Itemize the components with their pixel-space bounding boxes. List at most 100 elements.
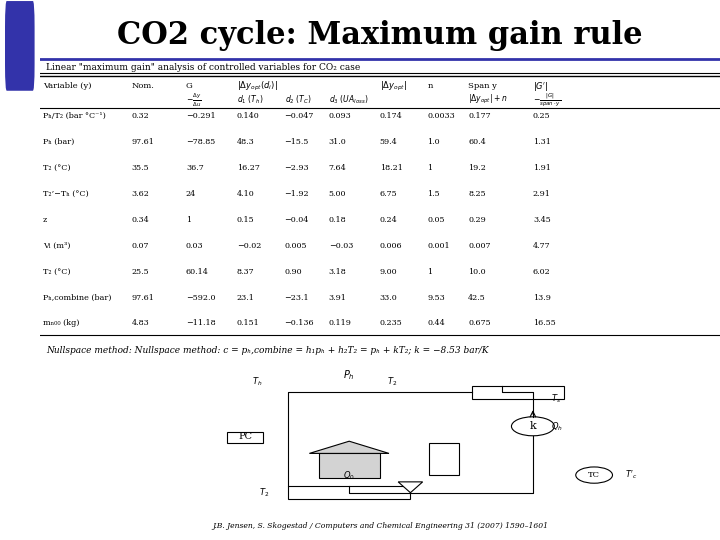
Text: T₂ (°C): T₂ (°C) bbox=[43, 268, 71, 275]
Text: 6.02: 6.02 bbox=[533, 268, 551, 275]
Text: $T_h$: $T_h$ bbox=[252, 376, 263, 388]
Text: 0.093: 0.093 bbox=[329, 112, 351, 120]
Text: 2.91: 2.91 bbox=[533, 190, 551, 198]
Text: 0.18: 0.18 bbox=[329, 216, 346, 224]
Text: 1.91: 1.91 bbox=[533, 164, 551, 172]
Text: n: n bbox=[428, 83, 433, 90]
Text: 0.90: 0.90 bbox=[284, 268, 302, 275]
Text: −1.92: −1.92 bbox=[284, 190, 309, 198]
Text: 0.44: 0.44 bbox=[428, 320, 445, 327]
Text: Pₕ/T₂ (bar °C⁻¹): Pₕ/T₂ (bar °C⁻¹) bbox=[43, 112, 106, 120]
Text: 0.34: 0.34 bbox=[132, 216, 149, 224]
Polygon shape bbox=[398, 482, 423, 492]
Text: 0.675: 0.675 bbox=[468, 320, 491, 327]
Text: 3.18: 3.18 bbox=[329, 268, 346, 275]
Text: $P_h$: $P_h$ bbox=[343, 368, 355, 382]
Text: 0.235: 0.235 bbox=[380, 320, 402, 327]
Text: 0.05: 0.05 bbox=[428, 216, 445, 224]
Polygon shape bbox=[310, 441, 389, 454]
Text: 42.5: 42.5 bbox=[468, 294, 486, 301]
Text: 0.001: 0.001 bbox=[428, 242, 450, 249]
Text: 8.37: 8.37 bbox=[237, 268, 255, 275]
Text: 0.174: 0.174 bbox=[380, 112, 402, 120]
Text: Nullspace method: Nullspace method: c = pₕ,combine = h₁pₕ + h₂T₂ = pₕ + kT₂; k =: Nullspace method: Nullspace method: c = … bbox=[46, 346, 489, 355]
Text: 3.91: 3.91 bbox=[329, 294, 346, 301]
Text: 4.77: 4.77 bbox=[533, 242, 551, 249]
Text: $|G'|$: $|G'|$ bbox=[533, 80, 549, 93]
Text: 0.140: 0.140 bbox=[237, 112, 260, 120]
Text: −0.03: −0.03 bbox=[329, 242, 353, 249]
Text: −592.0: −592.0 bbox=[186, 294, 215, 301]
Text: −2.93: −2.93 bbox=[284, 164, 309, 172]
Text: $|\Delta y_{opt}|+n$: $|\Delta y_{opt}|+n$ bbox=[468, 93, 508, 106]
Text: 0.006: 0.006 bbox=[380, 242, 402, 249]
Bar bbox=[472, 386, 564, 399]
Text: $Q_0$: $Q_0$ bbox=[343, 469, 355, 482]
Text: 60.4: 60.4 bbox=[468, 138, 486, 146]
Text: Vₗ (m³): Vₗ (m³) bbox=[43, 242, 71, 249]
Text: −11.18: −11.18 bbox=[186, 320, 215, 327]
Text: 0.0033: 0.0033 bbox=[428, 112, 455, 120]
Text: $T_2$: $T_2$ bbox=[387, 376, 397, 388]
Text: CO2 cycle: Maximum gain rule: CO2 cycle: Maximum gain rule bbox=[117, 19, 643, 51]
Text: 3.62: 3.62 bbox=[132, 190, 149, 198]
Text: Nom.: Nom. bbox=[132, 83, 154, 90]
Text: 0.32: 0.32 bbox=[132, 112, 149, 120]
Text: 1.31: 1.31 bbox=[533, 138, 551, 146]
Text: T₂ (°C): T₂ (°C) bbox=[43, 164, 71, 172]
Text: 4.83: 4.83 bbox=[132, 320, 149, 327]
Text: 1: 1 bbox=[186, 216, 191, 224]
Text: G: G bbox=[186, 83, 193, 90]
Text: 0.005: 0.005 bbox=[284, 242, 307, 249]
Text: 13.9: 13.9 bbox=[533, 294, 551, 301]
Text: 29: 29 bbox=[6, 509, 33, 528]
Text: 59.4: 59.4 bbox=[380, 138, 397, 146]
Text: −0.04: −0.04 bbox=[284, 216, 309, 224]
Text: −15.5: −15.5 bbox=[284, 138, 309, 146]
Text: 97.61: 97.61 bbox=[132, 138, 154, 146]
Text: 0.29: 0.29 bbox=[468, 216, 486, 224]
Text: 48.3: 48.3 bbox=[237, 138, 255, 146]
Bar bbox=[288, 486, 410, 500]
Text: 60.14: 60.14 bbox=[186, 268, 209, 275]
Text: 0.119: 0.119 bbox=[329, 320, 351, 327]
Text: 9.00: 9.00 bbox=[380, 268, 397, 275]
Text: $Q_h$: $Q_h$ bbox=[552, 420, 563, 433]
Text: Pₕ (bar): Pₕ (bar) bbox=[43, 138, 74, 146]
Text: 35.5: 35.5 bbox=[132, 164, 149, 172]
Text: −0.02: −0.02 bbox=[237, 242, 261, 249]
Text: $|\Delta y_{opt}|$: $|\Delta y_{opt}|$ bbox=[380, 80, 407, 93]
Text: $T_2$: $T_2$ bbox=[259, 487, 269, 499]
Text: 0.177: 0.177 bbox=[468, 112, 491, 120]
Text: 5.00: 5.00 bbox=[329, 190, 346, 198]
Text: 23.1: 23.1 bbox=[237, 294, 255, 301]
Text: 31.0: 31.0 bbox=[329, 138, 346, 146]
Text: 97.61: 97.61 bbox=[132, 294, 154, 301]
FancyBboxPatch shape bbox=[4, 0, 36, 92]
Bar bbox=[429, 443, 459, 475]
Bar bbox=[227, 431, 264, 443]
Text: 19.2: 19.2 bbox=[468, 164, 486, 172]
Text: k: k bbox=[529, 421, 536, 431]
Text: $-\frac{\Delta y}{\Delta u}$: $-\frac{\Delta y}{\Delta u}$ bbox=[186, 91, 202, 109]
Text: 4.10: 4.10 bbox=[237, 190, 255, 198]
Text: 10.0: 10.0 bbox=[468, 268, 486, 275]
Text: $-\frac{|G|}{span\cdot y}$: $-\frac{|G|}{span\cdot y}$ bbox=[533, 91, 561, 109]
Text: PC: PC bbox=[238, 432, 252, 441]
Text: Variable (y): Variable (y) bbox=[43, 83, 91, 90]
Bar bbox=[318, 454, 380, 478]
Text: 0.03: 0.03 bbox=[186, 242, 204, 249]
Text: $|\Delta y_{opt}(d_i)|$: $|\Delta y_{opt}(d_i)|$ bbox=[237, 80, 278, 93]
Text: 1.0: 1.0 bbox=[428, 138, 440, 146]
Text: $d_3\ (UA_{loss})$: $d_3\ (UA_{loss})$ bbox=[329, 93, 369, 106]
Text: 1: 1 bbox=[428, 164, 433, 172]
Text: 7.64: 7.64 bbox=[329, 164, 346, 172]
Text: 16.55: 16.55 bbox=[533, 320, 556, 327]
Text: Pₕ,combine (bar): Pₕ,combine (bar) bbox=[43, 294, 112, 301]
Text: 0.007: 0.007 bbox=[468, 242, 491, 249]
Text: Span y: Span y bbox=[468, 83, 497, 90]
Text: 24: 24 bbox=[186, 190, 196, 198]
Text: 9.53: 9.53 bbox=[428, 294, 445, 301]
Text: 33.0: 33.0 bbox=[380, 294, 397, 301]
Text: mₙ₀₀ (kg): mₙ₀₀ (kg) bbox=[43, 320, 79, 327]
